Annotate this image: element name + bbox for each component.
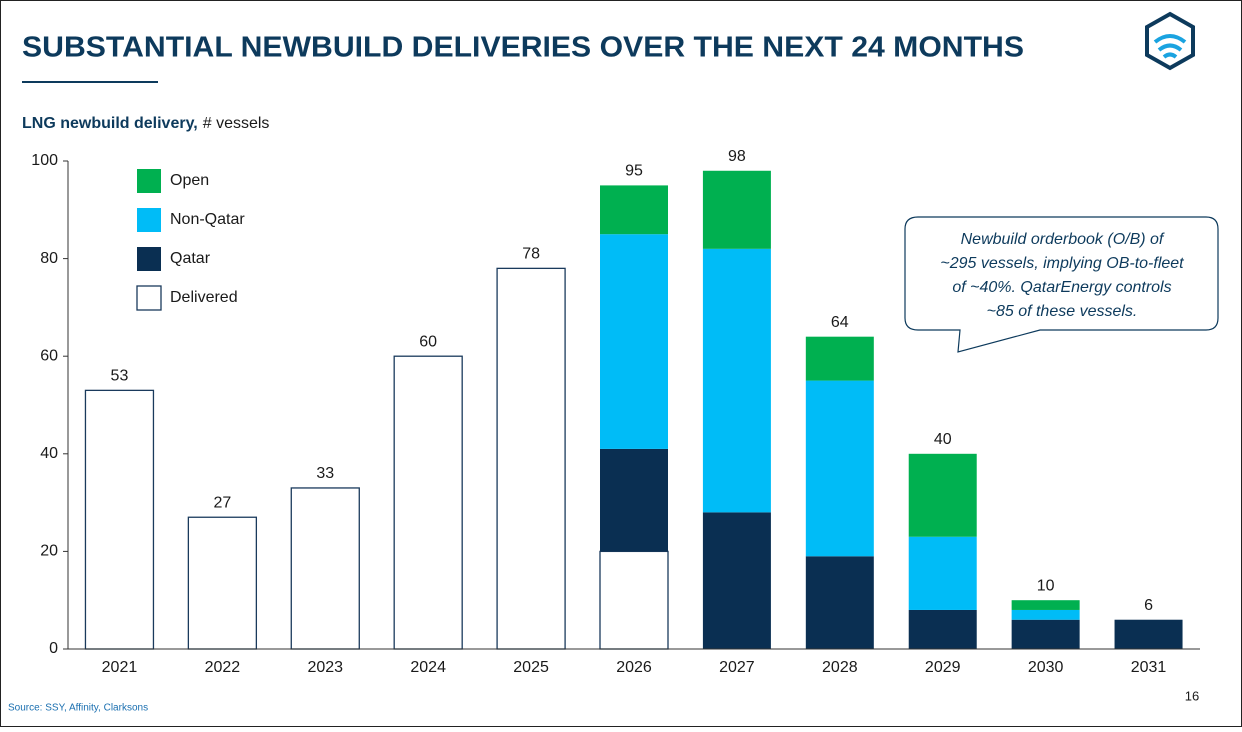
total-label: 95	[625, 163, 643, 180]
x-tick-label: 2026	[616, 659, 652, 676]
chart-subtitle: LNG newbuild delivery, # vessels	[22, 115, 269, 132]
bar-segment	[600, 448, 668, 552]
x-tick-label: 2031	[1131, 659, 1167, 676]
bar-segment	[908, 536, 977, 610]
bar-segment	[599, 550, 669, 650]
bar-segment	[1011, 609, 1080, 620]
logo	[1145, 11, 1195, 71]
y-tick-label: 80	[40, 250, 58, 267]
legend-swatch	[137, 169, 161, 193]
total-label: 98	[728, 148, 746, 165]
x-tick-label: 2024	[410, 659, 446, 676]
bar-segment	[496, 267, 566, 650]
x-tick-label: 2025	[513, 659, 549, 676]
total-label: 60	[419, 333, 437, 350]
legend-swatch	[137, 208, 161, 232]
x-tick-label: 2030	[1028, 659, 1064, 676]
total-label: 64	[831, 314, 849, 331]
source-note: Source: SSY, Affinity, Clarksons	[8, 703, 148, 714]
y-tick-label: 60	[40, 347, 58, 364]
total-label: 10	[1037, 577, 1055, 594]
legend-swatch	[136, 285, 162, 311]
total-label: 27	[213, 494, 231, 511]
total-label: 6	[1144, 597, 1153, 614]
bar-segment	[1114, 619, 1183, 649]
callout-text: of ~40%. QatarEnergy controls	[952, 279, 1171, 296]
bar-segment	[1011, 600, 1080, 610]
callout-text: ~85 of these vessels.	[987, 303, 1138, 320]
legend-label: Non-Qatar	[170, 211, 245, 228]
bar-segment	[908, 453, 977, 537]
bar-segment	[805, 556, 874, 649]
subtitle-bold: LNG newbuild delivery,	[22, 115, 198, 132]
bar-segment	[187, 516, 258, 650]
bar-segment	[84, 389, 155, 650]
bar-segment	[600, 234, 668, 449]
x-tick-label: 2022	[205, 659, 241, 676]
x-tick-label: 2029	[925, 659, 961, 676]
bar-segment	[600, 185, 668, 235]
x-tick-label: 2021	[102, 659, 138, 676]
legend-label: Qatar	[170, 250, 211, 267]
bar-segment	[290, 487, 360, 650]
total-label: 33	[316, 465, 334, 482]
x-tick-label: 2027	[719, 659, 755, 676]
bar-segment	[805, 380, 874, 557]
bar-segment	[393, 355, 463, 650]
bar-segment	[1011, 619, 1080, 649]
y-tick-label: 100	[31, 152, 58, 169]
legend-swatch	[137, 247, 161, 271]
legend-label: Open	[170, 172, 209, 189]
x-tick-label: 2023	[307, 659, 343, 676]
y-tick-label: 40	[40, 445, 58, 462]
slide-title: SUBSTANTIAL NEWBUILD DELIVERIES OVER THE…	[22, 32, 1024, 64]
bar-segment	[702, 248, 771, 513]
y-tick-label: 20	[40, 543, 58, 560]
y-tick-label: 0	[49, 640, 58, 657]
bar-segment	[908, 609, 977, 649]
subtitle-unit: # vessels	[203, 115, 270, 132]
callout-text: Newbuild orderbook (O/B) of	[961, 231, 1165, 248]
total-label: 78	[522, 246, 540, 263]
total-label: 53	[111, 368, 129, 385]
total-label: 40	[934, 431, 952, 448]
callout	[904, 216, 1219, 353]
page-number: 16	[1185, 688, 1199, 703]
legend-label: Delivered	[170, 289, 238, 306]
callout-text: ~295 vessels, implying OB-to-fleet	[940, 255, 1184, 272]
bar-segment	[702, 170, 771, 249]
x-tick-label: 2028	[822, 659, 858, 676]
bar-segment	[702, 512, 771, 649]
bar-segment	[805, 336, 874, 381]
